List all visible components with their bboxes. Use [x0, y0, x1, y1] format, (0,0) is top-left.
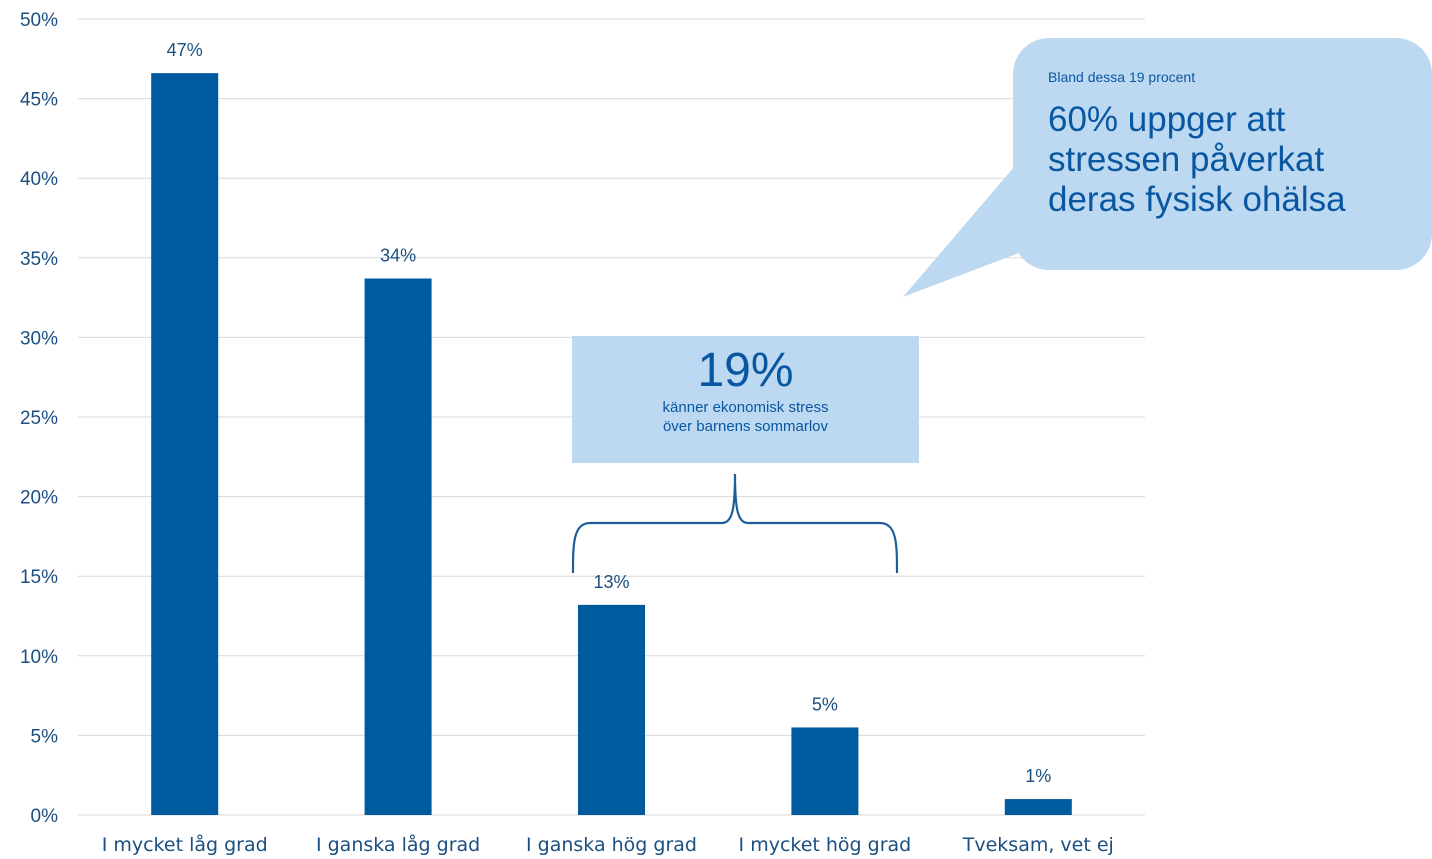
- y-tick-label: 5%: [31, 726, 59, 747]
- y-tick-label: 25%: [20, 408, 58, 429]
- speech-bubble-text: Bland dessa 19 procent 60% uppger att st…: [1048, 68, 1418, 220]
- bar: [151, 73, 219, 816]
- x-axis-categories: I mycket låg grad I ganska låg grad I gans…: [102, 833, 1114, 856]
- callout-line-1: känner ekonomisk stress: [662, 399, 829, 416]
- speech-bubble: [903, 38, 1432, 297]
- bar: [364, 278, 432, 816]
- callout-line-2: över barnens sommarlov: [662, 418, 829, 435]
- bar: [578, 604, 645, 815]
- x-category-label: I mycket hög grad: [739, 834, 912, 856]
- y-tick-label: 30%: [20, 328, 58, 349]
- y-tick-label: 0%: [31, 806, 59, 827]
- value-labels: 47% 34% 13% 5% 1%: [167, 40, 1052, 786]
- callout-percent: 19%: [697, 344, 794, 397]
- y-tick-label: 20%: [20, 488, 58, 509]
- speech-bubble-tail: [903, 160, 1040, 297]
- x-category-label: I ganska hög grad: [526, 834, 697, 856]
- y-tick-label: 50%: [20, 10, 58, 31]
- data-label: 47%: [167, 40, 203, 60]
- x-category-label: I ganska låg grad: [316, 833, 480, 856]
- x-category-label: I mycket låg grad: [102, 833, 268, 856]
- data-label: 34%: [380, 245, 416, 265]
- y-tick-label: 35%: [20, 249, 58, 270]
- y-tick-label: 10%: [20, 647, 58, 668]
- bubble-big-text: 60% uppger att stressen påverkat deras f…: [1048, 100, 1346, 219]
- group-brace: [571, 473, 899, 574]
- bubble-small-text: Bland dessa 19 procent: [1048, 69, 1196, 85]
- y-tick-label: 40%: [20, 169, 58, 190]
- bars: [151, 73, 1072, 816]
- group-callout: 19% känner ekonomisk stress över barnens…: [572, 336, 919, 463]
- speech-bubble-body: [1013, 38, 1432, 270]
- y-tick-label: 15%: [20, 567, 58, 588]
- data-label: 13%: [593, 572, 629, 592]
- bar: [791, 727, 859, 815]
- bar: [1004, 799, 1072, 815]
- x-category-label: Tveksam, vet ej: [962, 834, 1114, 856]
- data-label: 5%: [812, 694, 838, 714]
- data-label: 1%: [1025, 766, 1051, 786]
- y-tick-label: 45%: [20, 90, 58, 111]
- y-axis-ticks: 0% 5% 10% 15% 20% 25% 30% 35% 40% 45% 50%: [20, 10, 58, 827]
